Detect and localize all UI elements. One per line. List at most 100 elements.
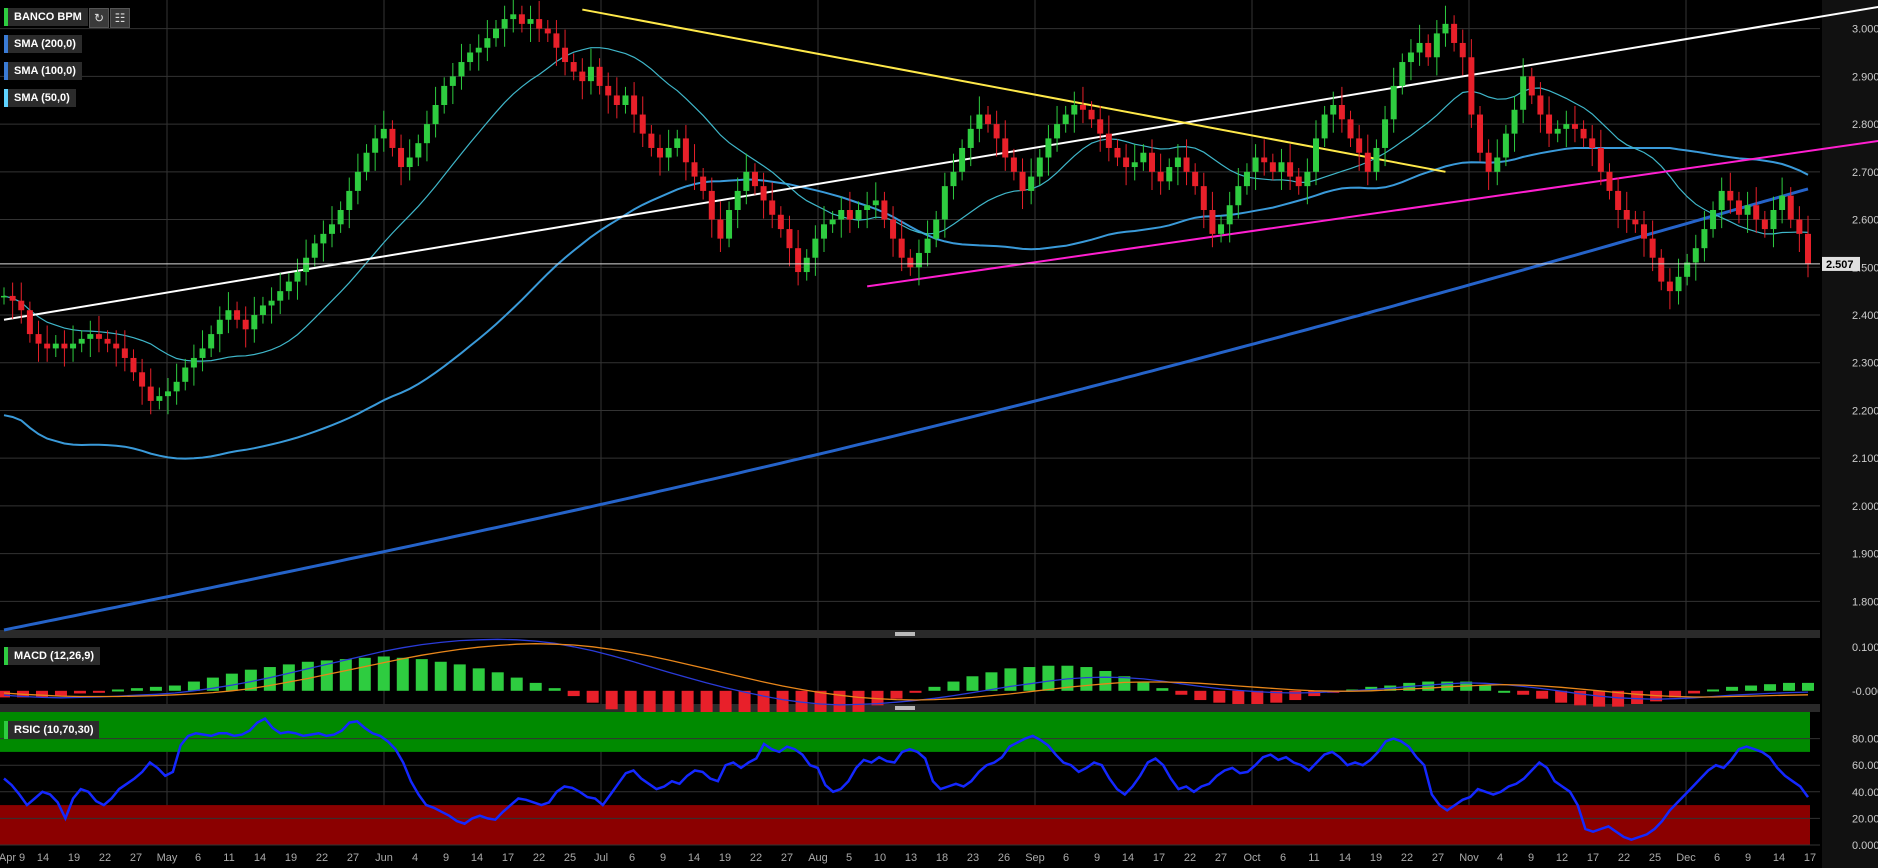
candle-body [26,310,33,335]
x-tick-label: Dec [1676,852,1696,864]
candle-body [95,334,102,339]
y-tick-label: 2.600 [1852,215,1878,227]
x-tick-label: 22 [750,852,762,864]
x-tick-label: 22 [99,852,111,864]
candle-body [1502,133,1509,158]
x-tick-label: 14 [1339,852,1351,864]
candle-body [639,114,646,134]
macd-histogram-bar [1479,685,1492,691]
macd-histogram-bar [35,690,48,698]
x-tick-label: 9 [443,852,449,864]
candle-body [432,105,439,125]
x-tick-label: 17 [1587,852,1599,864]
candle-body [104,338,111,344]
candle-body [1218,224,1225,234]
y-tick-label: 2.800 [1852,119,1878,131]
candle-body [303,257,310,273]
candle-body [1666,281,1673,292]
macd-histogram-bar [1517,690,1530,695]
macd-histogram-bar [605,690,618,710]
macd-histogram-bar [1099,671,1112,691]
candle-body [1407,52,1414,63]
x-tick-label: May [157,852,178,864]
candle-body [562,47,569,63]
candle-body [1675,276,1682,292]
macd-histogram-bar [510,677,523,691]
x-tick-label: Jul [594,852,608,864]
x-tick-label: 25 [564,852,576,864]
candle-body [1511,109,1518,134]
rsi-tick-label: 0.000 [1852,840,1878,852]
candle-body [579,71,586,82]
candle-body [760,186,767,201]
macd-histogram-bar [1156,688,1169,691]
candle-body [1226,205,1233,225]
sma100-line [3,147,1809,460]
x-tick-label: Nov [1459,852,1479,864]
candle-body [1753,205,1760,220]
refresh-icon[interactable]: ↻ [89,8,109,28]
bar-chart-icon[interactable]: ☷ [110,8,130,28]
x-tick-label: 27 [781,852,793,864]
macd-histogram-bar [0,690,10,698]
candle-body [510,14,517,20]
candle-body [518,14,525,24]
x-tick-label: 22 [1618,852,1630,864]
sma200-legend[interactable]: SMA (200,0) [4,35,82,53]
macd-legend-label: MACD (12,26,9) [14,650,95,662]
candle-body [294,272,301,282]
candle-body [846,210,853,220]
candle-body [1520,76,1527,110]
x-tick-label: 14 [254,852,266,864]
candle-body [1192,171,1199,187]
candle-body [1787,195,1794,220]
candle-body [1278,162,1285,172]
candle-body [691,162,698,177]
candle-body [242,319,249,330]
x-tick-label: 23 [967,852,979,864]
candle-body [1399,62,1406,86]
rsic-legend[interactable]: RSIC (10,70,30) [4,721,100,739]
macd-histogram-bar [1232,690,1245,704]
macd-histogram-bar [1004,668,1017,691]
x-tick-label: 25 [1649,852,1661,864]
candle-body [389,128,396,148]
candle-body [570,62,577,72]
candle-body [1442,23,1449,34]
candle-body [587,66,594,82]
candle-body [1019,171,1026,191]
candle-body [1313,138,1319,172]
candle-body [1269,162,1276,172]
candle-body [208,334,215,349]
macd-histogram-bar [1726,686,1739,691]
candle-body [838,210,845,220]
candle-body [87,334,94,339]
x-tick-label: 26 [998,852,1010,864]
x-tick-label: 6 [195,852,201,864]
y-tick-label: 2.200 [1852,405,1878,417]
candle-body [864,205,871,210]
x-tick-label: 5 [846,852,852,864]
candle-body [872,200,879,206]
sma50-legend[interactable]: SMA (50,0) [4,89,76,107]
macd-histogram-bar [1764,684,1777,691]
macd-histogram-bar [358,657,371,691]
candle-body [1071,105,1078,115]
macd-histogram-bar [130,688,143,691]
macd-histogram-bar [1175,690,1188,695]
candle-body [1494,157,1501,172]
macd-histogram-bar [111,689,124,692]
x-tick-label: 19 [1370,852,1382,864]
candle-body [199,348,206,358]
sma100-legend[interactable]: SMA (100,0) [4,62,82,80]
candle-body [976,114,983,129]
x-tick-label: Apr 9 [0,852,25,864]
macd-legend[interactable]: MACD (12,26,9) [4,647,101,665]
macd-histogram-bar [1593,690,1606,707]
candle-body [449,76,456,86]
x-tick-label: 6 [629,852,635,864]
macd-histogram-bar [1688,690,1701,694]
candle-body [78,338,85,344]
candle-body [726,210,733,239]
